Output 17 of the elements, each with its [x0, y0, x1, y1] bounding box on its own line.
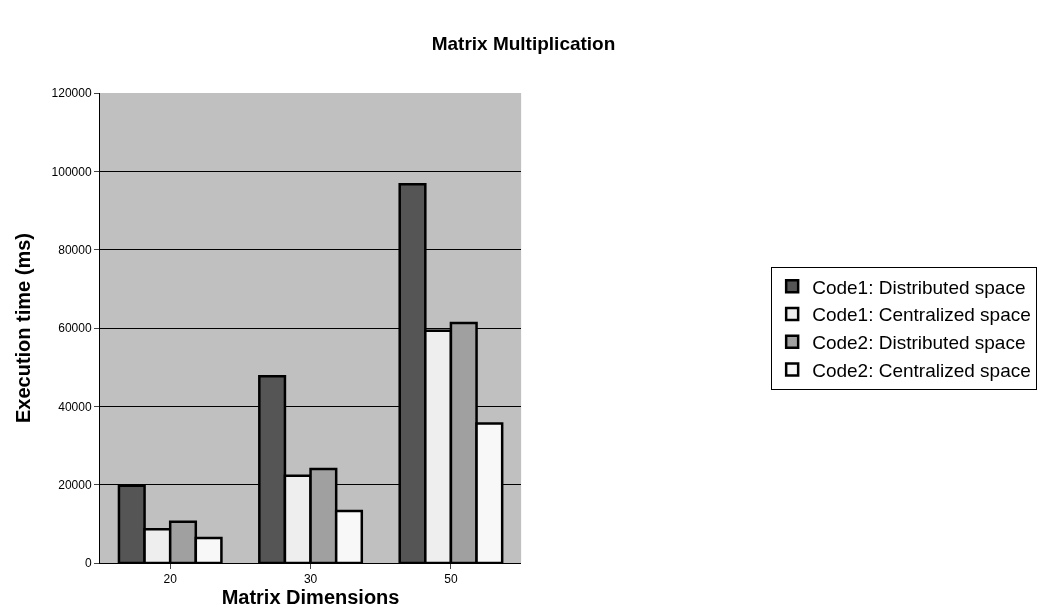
legend-label: Code1: Distributed space	[812, 276, 1026, 298]
y-tick-label: 60000	[58, 321, 92, 336]
x-tick-label: 30	[303, 572, 318, 587]
y-axis-title: Execution time (ms)	[12, 232, 35, 424]
y-tick-label: 20000	[58, 477, 92, 492]
x-axis-title: Matrix Dimensions	[221, 586, 400, 609]
x-tick-label: 20	[163, 572, 178, 587]
y-tick-label: 40000	[58, 399, 92, 414]
chart-title: Matrix Multiplication	[431, 33, 616, 55]
legend-label: Code2: Distributed space	[812, 332, 1026, 354]
y-tick-label: 80000	[58, 242, 92, 257]
y-tick-label: 120000	[51, 86, 92, 101]
legend-label: Code1: Centralized space	[812, 304, 1031, 326]
legend-label: Code2: Centralized space	[812, 359, 1031, 381]
x-tick-label: 50	[444, 572, 458, 587]
y-tick-label: 0	[84, 556, 92, 571]
y-tick-label: 100000	[51, 164, 92, 179]
